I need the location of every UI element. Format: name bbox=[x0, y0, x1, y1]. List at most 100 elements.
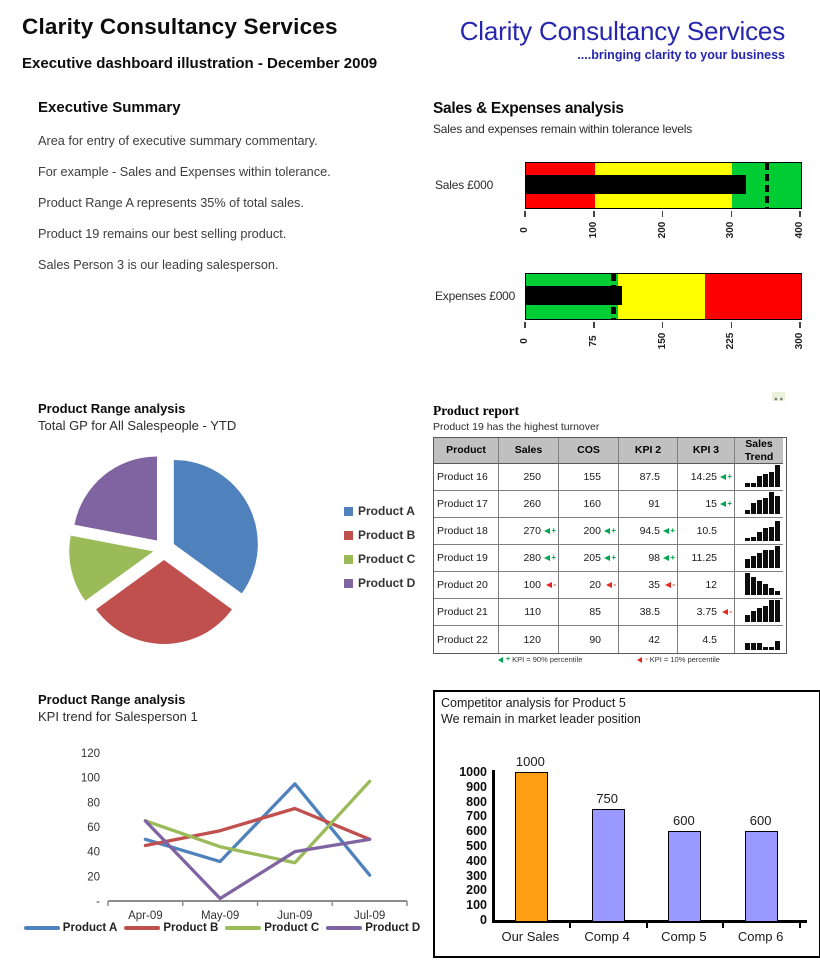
column-header: Product bbox=[434, 438, 499, 464]
cell-value: 100 bbox=[523, 579, 541, 591]
legend-item: Product C bbox=[344, 552, 415, 566]
column-header: COS bbox=[559, 438, 619, 464]
sparkline-bar bbox=[763, 497, 768, 514]
kpi-down-flag-icon: - bbox=[722, 608, 732, 616]
bullet-zone bbox=[704, 274, 801, 319]
flag-sign: - bbox=[672, 580, 675, 589]
bullet-zone bbox=[617, 274, 705, 319]
axis-tick-label: 225 bbox=[725, 332, 737, 350]
legend-label: Product A bbox=[358, 504, 415, 518]
up-arrow-icon bbox=[498, 656, 504, 663]
cell-value: 3.75 bbox=[696, 606, 717, 618]
axis-tick-label: 100 bbox=[587, 221, 599, 239]
product-report-table: Product Sales COS KPI 2 KPI 3 Sales Trend Prod… bbox=[433, 437, 787, 654]
bullet-measure-bar bbox=[526, 286, 623, 305]
y-axis-label: 300 bbox=[466, 868, 487, 883]
line-series-product-d bbox=[143, 819, 372, 901]
bullet-measure-bar bbox=[526, 175, 746, 194]
sparkline-bar bbox=[745, 614, 750, 622]
product-cell: Product 19 bbox=[434, 545, 499, 572]
triangle-icon bbox=[544, 555, 551, 561]
axis-tick bbox=[730, 211, 732, 217]
line-series-product-b bbox=[143, 806, 372, 848]
kpi-up-flag-icon: + bbox=[663, 527, 675, 535]
page-title: Clarity Consultancy Services bbox=[22, 14, 338, 39]
value-cell: 160 bbox=[559, 491, 619, 518]
bar-value-label: 600 bbox=[673, 813, 695, 829]
bullet-target-marker bbox=[611, 274, 616, 319]
flag-legend-up: + KPI = 90% percentile bbox=[498, 655, 582, 664]
summary-line: Product Range A represents 35% of total … bbox=[38, 196, 304, 210]
value-cell: 110 bbox=[499, 599, 559, 626]
pie-slice-product-b bbox=[96, 560, 232, 644]
bar-value-label: 1000 bbox=[515, 754, 545, 769]
sparkline-bar bbox=[745, 558, 750, 568]
y-axis-label: 60 bbox=[87, 822, 100, 834]
sparkline-bar bbox=[751, 577, 756, 595]
x-axis-label: Jul-09 bbox=[354, 910, 385, 922]
sparkline-bar bbox=[763, 528, 768, 541]
sparkline-bar bbox=[751, 555, 756, 568]
summary-line: Product 19 remains our best selling prod… bbox=[38, 227, 287, 241]
cell-value: 280 bbox=[523, 552, 541, 564]
bullet-plot bbox=[525, 273, 802, 320]
value-cell: 90 bbox=[559, 626, 619, 653]
competitor-analysis-box: Competitor analysis for Product 5 We rem… bbox=[433, 690, 820, 958]
sparkline-bar bbox=[763, 646, 768, 650]
executive-summary-heading: Executive Summary bbox=[38, 99, 181, 116]
sparkline-bar bbox=[775, 641, 780, 650]
legend-swatch bbox=[344, 554, 353, 564]
legend-item: Product B bbox=[344, 528, 415, 542]
cell-value: 87.5 bbox=[639, 471, 660, 483]
bullet-target-marker bbox=[764, 163, 770, 208]
sparkline-cell bbox=[735, 464, 783, 491]
legend-swatch bbox=[344, 506, 353, 516]
value-cell: 200 + bbox=[559, 518, 619, 545]
flag-sign: + bbox=[551, 553, 556, 562]
product-cell: Product 22 bbox=[434, 626, 499, 653]
product-cell: Product 16 bbox=[434, 464, 499, 491]
table-row: Product 19 280 +205 +98 +11.25 bbox=[434, 545, 786, 572]
table-row: Product 21 110 85 38.5 3.75 - bbox=[434, 599, 786, 626]
y-axis-label: 900 bbox=[466, 779, 487, 794]
flag-sign: + bbox=[670, 553, 675, 562]
summary-line: For example - Sales and Expenses within … bbox=[38, 165, 331, 179]
table-header-row: Product Sales COS KPI 2 KPI 3 Sales Trend bbox=[434, 438, 786, 464]
sales-bullet-chart: Sales £000 0 100 200 300 400 bbox=[433, 152, 813, 260]
cell-value: 91 bbox=[648, 498, 660, 510]
sparkline-bar bbox=[775, 465, 780, 487]
cell-value: 155 bbox=[583, 471, 601, 483]
expenses-bullet-label: Expenses £000 bbox=[435, 289, 516, 303]
flag-legend-down: - KPI = 10% percentile bbox=[637, 655, 720, 664]
table-row: Product 16 250 155 87.5 14.25 + bbox=[434, 464, 786, 491]
value-cell: 85 bbox=[559, 599, 619, 626]
sparkline-bar bbox=[769, 587, 774, 595]
triangle-icon bbox=[665, 582, 672, 588]
value-cell: 35 - bbox=[619, 572, 678, 599]
kpi-up-flag-icon: + bbox=[663, 554, 675, 562]
sparkline-bar bbox=[775, 546, 780, 568]
legend-label: Product D bbox=[358, 576, 416, 590]
sparkline-bar bbox=[775, 496, 780, 514]
column-header: KPI 2 bbox=[619, 438, 678, 464]
sparkline-bar bbox=[769, 646, 774, 650]
sparkline-cell bbox=[735, 545, 783, 572]
competitor-title-line2: We remain in market leader position bbox=[441, 712, 641, 726]
axis-tick bbox=[593, 211, 595, 217]
legend-item: Product A bbox=[23, 922, 117, 934]
x-axis-label: Jun-09 bbox=[277, 910, 312, 922]
value-cell: 205 + bbox=[559, 545, 619, 572]
category-label: Comp 4 bbox=[584, 929, 630, 944]
logo-tagline: ....bringing clarity to your business bbox=[577, 48, 785, 62]
sparkline-bar bbox=[751, 503, 756, 514]
y-axis-label: 700 bbox=[466, 809, 487, 824]
category-label: Our Sales bbox=[501, 929, 560, 944]
bar-our-sales bbox=[514, 772, 548, 922]
cell-value: 94.5 bbox=[639, 525, 660, 537]
value-cell: 250 bbox=[499, 464, 559, 491]
flag-sign: - bbox=[613, 580, 616, 589]
axis-tick bbox=[661, 322, 664, 328]
triangle-icon bbox=[604, 528, 611, 534]
axis-tick-label: 300 bbox=[725, 221, 737, 239]
triangle-icon bbox=[722, 609, 729, 615]
